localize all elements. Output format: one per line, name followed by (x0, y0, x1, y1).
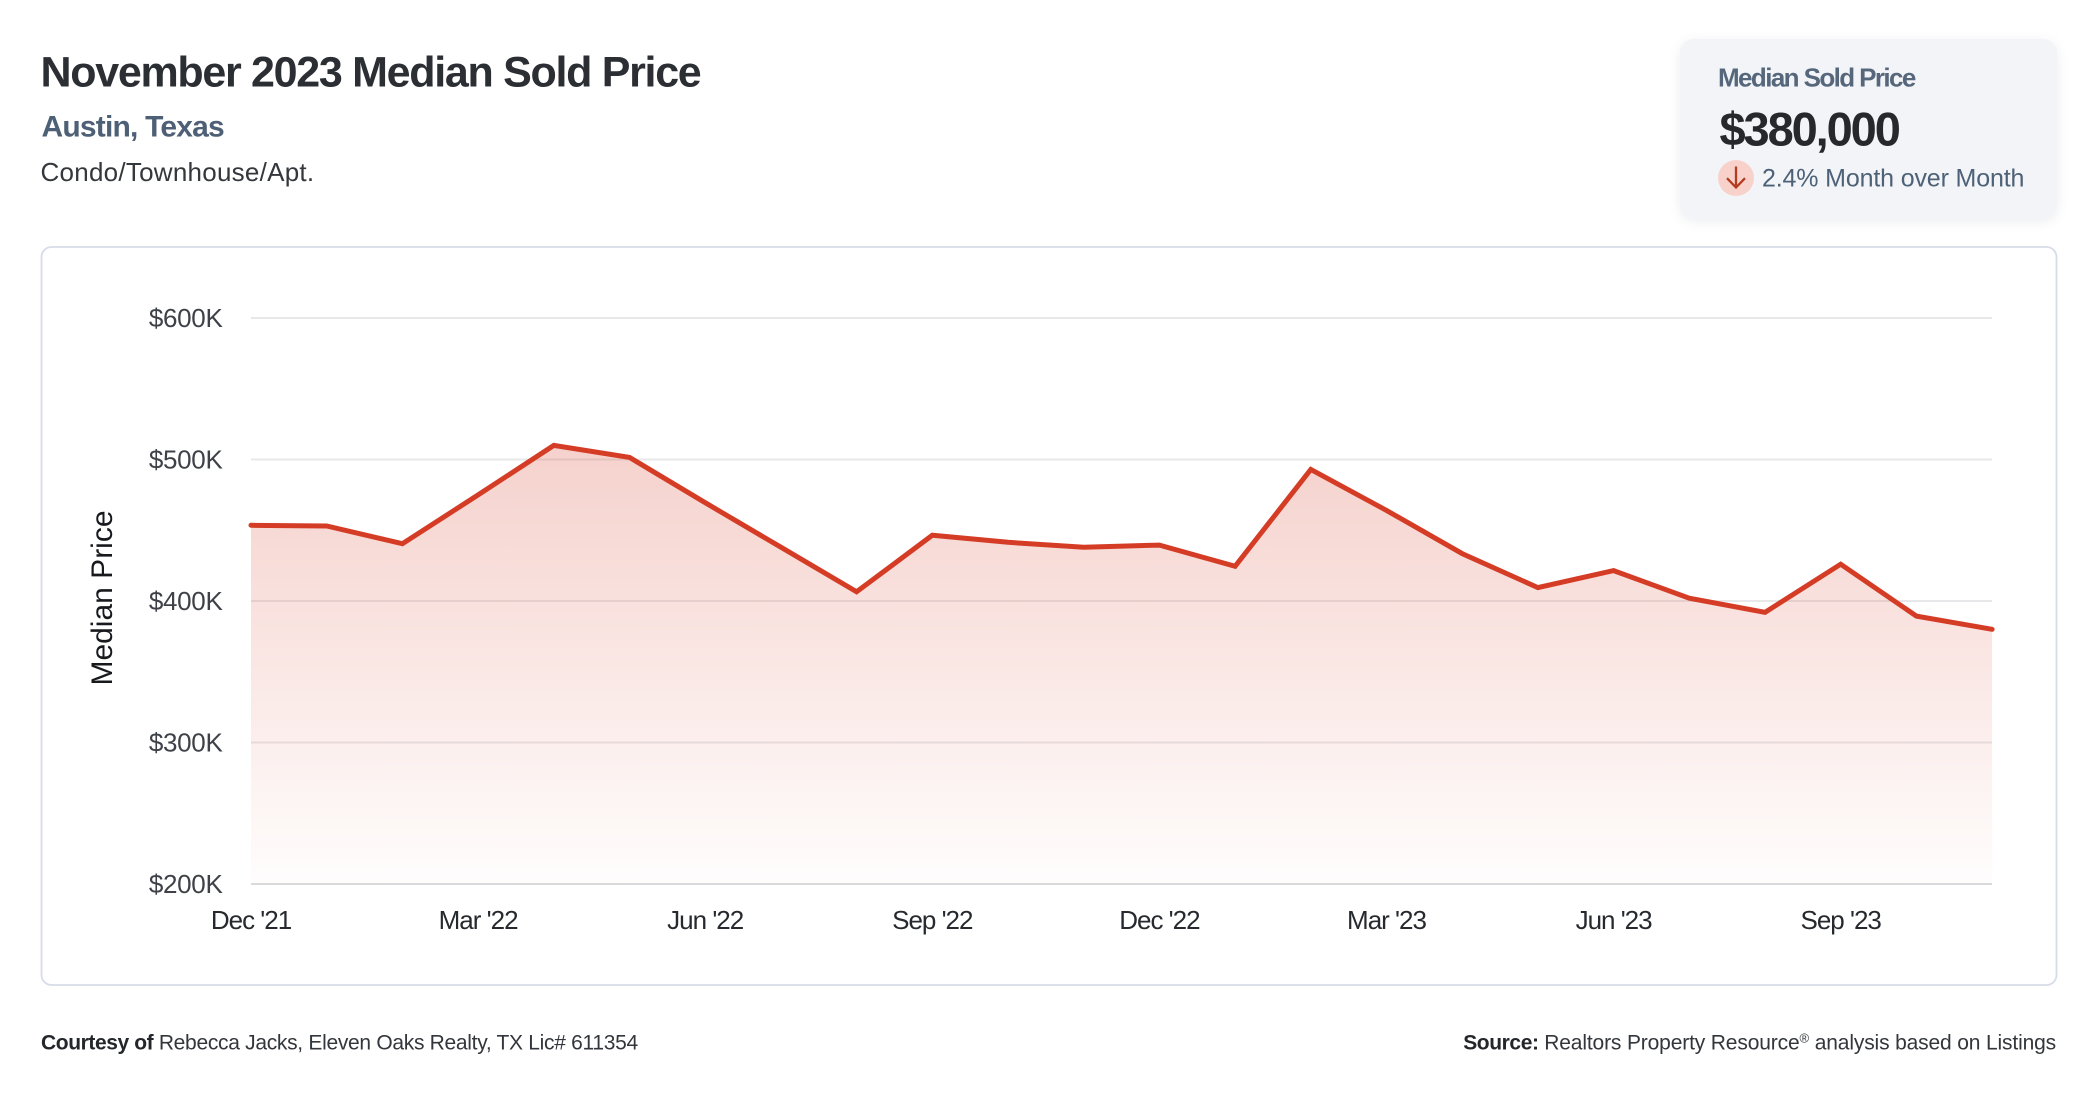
svg-text:Dec '22: Dec '22 (1119, 905, 1200, 935)
svg-text:Jun '22: Jun '22 (667, 905, 744, 935)
svg-text:Jun '23: Jun '23 (1576, 905, 1653, 935)
svg-text:November 2023 Median Sold Pric: November 2023 Median Sold Price (41, 49, 701, 97)
svg-text:Source: Realtors Property Reso: Source: Realtors Property Resource® anal… (1463, 1031, 2056, 1055)
svg-text:Sep '22: Sep '22 (892, 905, 973, 935)
svg-text:$380,000: $380,000 (1720, 103, 1900, 156)
svg-text:2.4% Month over Month: 2.4% Month over Month (1762, 165, 2024, 193)
svg-text:Median Price: Median Price (86, 510, 119, 685)
svg-text:Mar '23: Mar '23 (1347, 905, 1426, 935)
svg-text:$200K: $200K (149, 869, 224, 899)
svg-text:Dec '21: Dec '21 (211, 905, 292, 935)
svg-text:Median Sold Price: Median Sold Price (1718, 63, 1916, 93)
svg-text:$600K: $600K (149, 303, 224, 333)
svg-text:Austin, Texas: Austin, Texas (42, 110, 225, 143)
svg-text:Mar '22: Mar '22 (439, 905, 518, 935)
svg-text:$300K: $300K (149, 727, 224, 757)
svg-text:Sep '23: Sep '23 (1801, 905, 1882, 935)
svg-text:$500K: $500K (149, 444, 224, 474)
svg-text:Courtesy of Rebecca Jacks, Ele: Courtesy of Rebecca Jacks, Eleven Oaks R… (41, 1032, 638, 1055)
svg-text:Condo/Townhouse/Apt.: Condo/Townhouse/Apt. (41, 157, 315, 187)
svg-text:$400K: $400K (149, 586, 224, 616)
